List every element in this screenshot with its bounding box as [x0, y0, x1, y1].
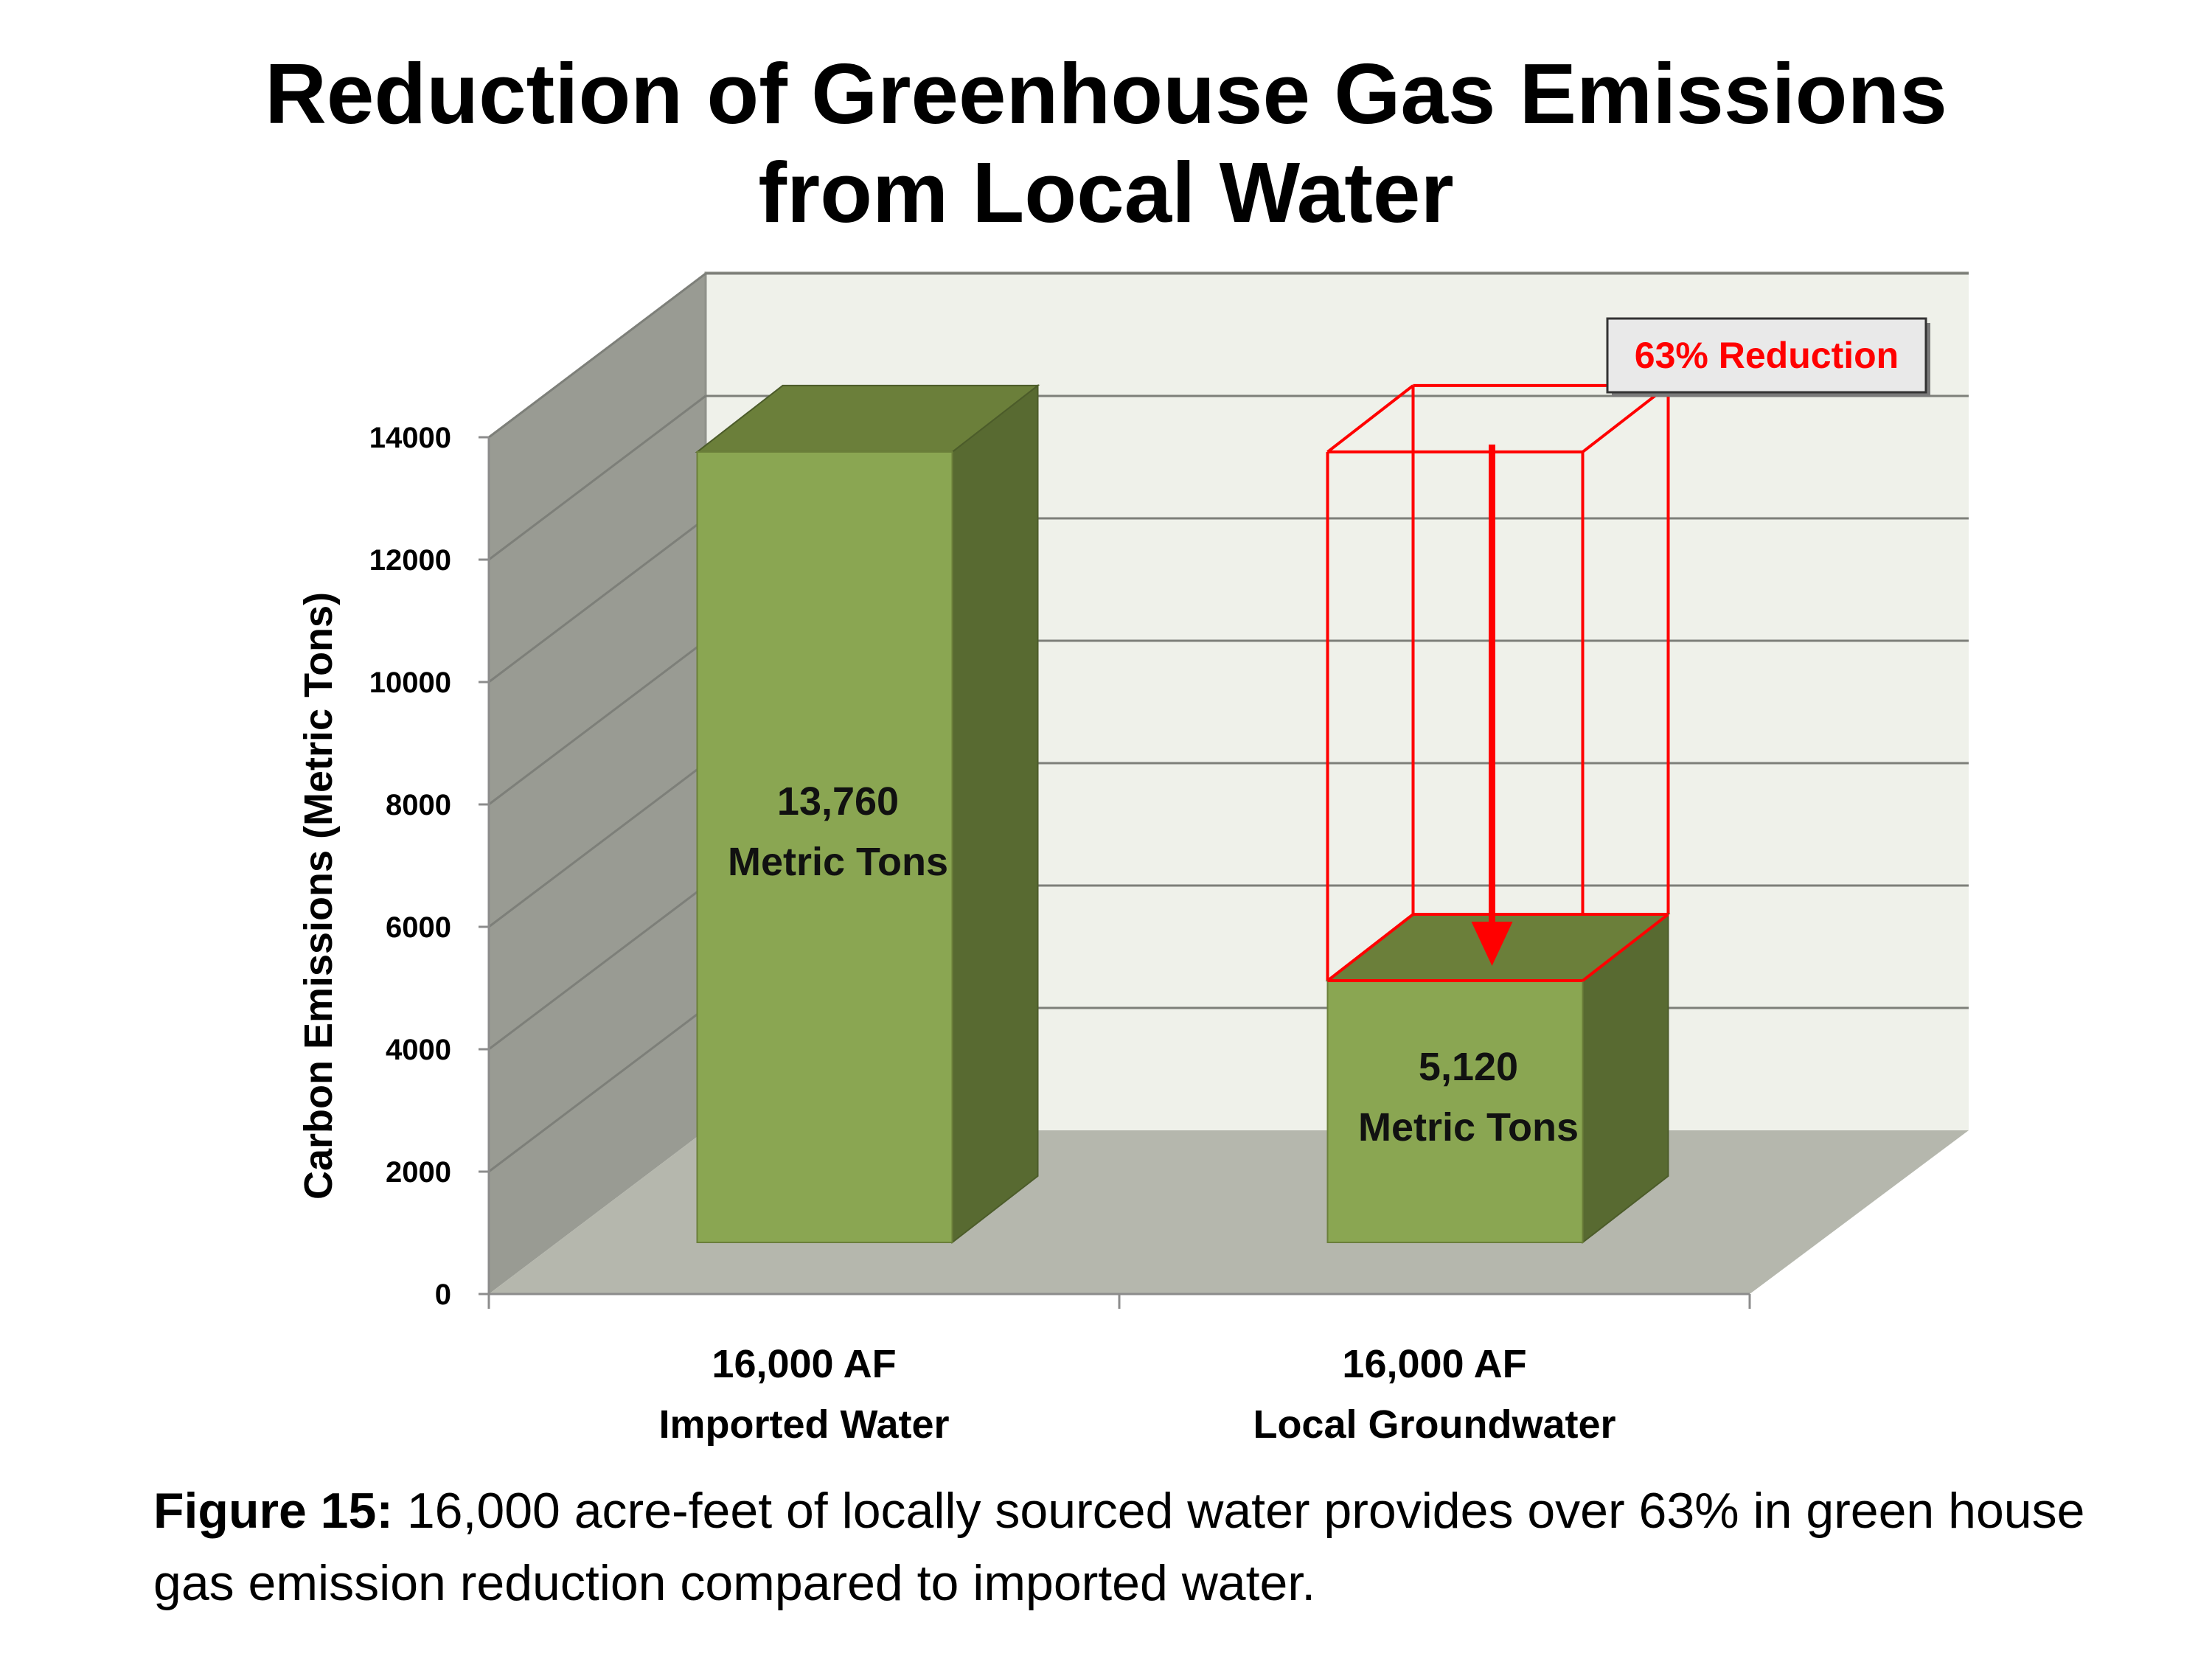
y-tick-label: 8000 [386, 789, 451, 821]
chart-title-line-2: from Local Water [758, 145, 1454, 240]
caption-label: Figure 15: [153, 1483, 393, 1539]
figure-caption: Figure 15: 16,000 acre-feet of locally s… [153, 1475, 2100, 1619]
bar-data-label: 13,760 [777, 779, 899, 824]
chart-side-wall [489, 274, 706, 1294]
y-tick-label: 14000 [369, 422, 451, 454]
bar-data-label-unit: Metric Tons [1358, 1105, 1579, 1150]
bar [1326, 980, 1584, 1244]
caption-text: 16,000 acre-feet of locally sourced wate… [153, 1483, 2085, 1611]
bar-side-face [951, 383, 1039, 1245]
gridline-diagonal [488, 517, 706, 684]
chart-title: Reduction of Greenhouse Gas Emissions fr… [0, 44, 2212, 242]
reference-outline-edge [1326, 384, 1414, 453]
gridline-diagonal [488, 394, 706, 561]
y-tick-label: 4000 [386, 1034, 451, 1066]
gridline-diagonal [488, 639, 706, 806]
callout-box [1606, 317, 1927, 394]
y-axis-title: Carbon Emissions (Metric Tons) [296, 592, 341, 1200]
bar-data-label-unit: Metric Tons [728, 840, 948, 884]
x-category-label: Imported Water [658, 1402, 949, 1447]
gridline-diagonal [488, 1006, 706, 1173]
y-tick-label: 2000 [386, 1156, 451, 1189]
reference-outline-edge [1326, 913, 1414, 982]
callout-text: 63% Reduction [1635, 335, 1899, 376]
y-tick-label: 10000 [369, 667, 451, 699]
gridline-diagonal [488, 762, 706, 928]
gridline-diagonal [488, 272, 706, 439]
chart-title-line-1: Reduction of Greenhouse Gas Emissions [265, 46, 1947, 142]
reference-outline-edge [1582, 913, 1669, 982]
bar [696, 451, 953, 1243]
reduction-arrow-head [1471, 922, 1513, 967]
y-tick-label: 0 [435, 1279, 451, 1311]
x-category-label: 16,000 AF [712, 1342, 896, 1386]
gridline-diagonal [488, 884, 706, 1051]
x-category-label: 16,000 AF [1342, 1342, 1526, 1386]
bar-data-label: 5,120 [1419, 1045, 1518, 1089]
y-tick-label: 6000 [386, 911, 451, 944]
y-tick-label: 12000 [369, 544, 451, 577]
x-category-label: Local Groundwater [1253, 1402, 1615, 1447]
